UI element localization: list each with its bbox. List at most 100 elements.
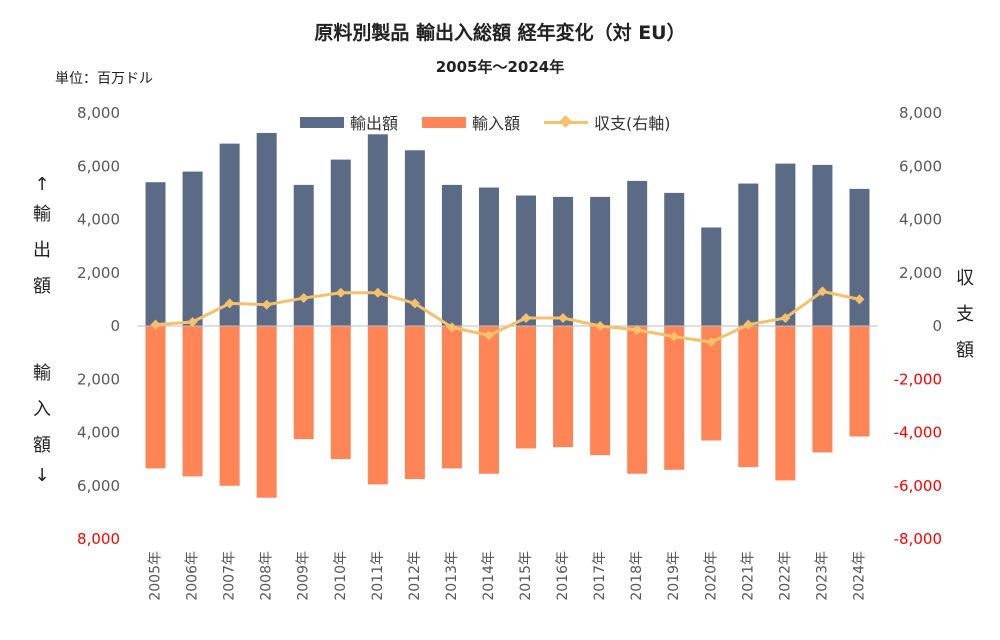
balance-point <box>854 294 865 305</box>
export-bar <box>182 171 203 326</box>
import-bar <box>182 326 203 477</box>
x-axis-tick-label: 2010年 <box>333 551 349 601</box>
balance-point <box>817 286 828 297</box>
right-axis-label-char: 額 <box>956 340 974 361</box>
export-bar <box>478 187 499 326</box>
right-axis-tick-label: 6,000 <box>899 157 942 175</box>
balance-point <box>521 313 532 324</box>
right-axis-label-char: 収 <box>956 268 974 289</box>
left-axis-label-char: 額 <box>33 276 51 297</box>
right-axis-tick-label: -2,000 <box>894 370 942 388</box>
balance-point <box>706 336 717 347</box>
balance-point <box>483 330 494 341</box>
balance-point <box>595 321 606 331</box>
import-bar <box>553 326 574 448</box>
legend-item-export: 輸出額 <box>300 110 398 134</box>
balance-point <box>558 313 569 324</box>
unit-label: 単位：百万ドル <box>55 71 153 87</box>
export-bar <box>293 184 314 326</box>
left-axis-label-import: 輸 入 額 ↓ <box>27 365 57 485</box>
x-axis-tick-label: 2014年 <box>481 551 497 601</box>
balance-point <box>335 287 346 298</box>
balance-point <box>669 331 680 342</box>
import-bar <box>330 326 351 460</box>
export-bar <box>516 195 537 326</box>
x-axis-tick-label: 2018年 <box>629 551 645 601</box>
export-bar <box>441 184 462 326</box>
legend-label-balance: 収支(右軸) <box>594 114 671 133</box>
balance-line <box>155 289 860 344</box>
export-bar <box>404 150 425 326</box>
balance-point <box>224 298 235 309</box>
import-bar <box>478 326 499 474</box>
export-bar <box>367 134 388 326</box>
legend-item-balance: 収支(右軸) <box>544 110 671 134</box>
x-axis-tick-label: 2006年 <box>185 551 201 601</box>
legend-swatch-import <box>422 116 467 128</box>
x-axis-tick-label: 2013年 <box>444 551 460 601</box>
export-bar <box>219 143 240 326</box>
balance-point <box>261 299 272 310</box>
left-axis-tick-label: 8,000 <box>77 530 120 548</box>
right-axis-tick-label: -4,000 <box>894 424 942 442</box>
x-axis-tick-label: 2011年 <box>370 551 386 601</box>
x-axis-tick-label: 2024年 <box>851 551 867 601</box>
x-axis-tick-label: 2012年 <box>407 551 423 601</box>
export-bar <box>701 227 722 326</box>
left-axis-tick-label: 0 <box>110 317 120 335</box>
import-bar <box>775 326 796 481</box>
balance-point <box>372 287 383 298</box>
import-bar <box>367 326 388 485</box>
left-axis-tick-label: 8,000 <box>77 104 120 122</box>
export-bar <box>145 182 166 326</box>
x-axis-tick-label: 2007年 <box>222 551 238 601</box>
chart-subtitle: 2005年～2024年 <box>435 58 565 76</box>
right-axis-label: 収 支 額 <box>950 270 980 360</box>
x-axis-tick-label: 2022年 <box>777 551 793 601</box>
right-axis-label-char: 支 <box>956 304 974 325</box>
import-bar <box>516 326 537 449</box>
import-bar <box>627 326 648 474</box>
x-axis-tick-label: 2008年 <box>259 551 275 601</box>
left-axis-tick-label: 2,000 <box>77 264 120 282</box>
import-bar <box>664 326 685 470</box>
balance-point <box>446 322 457 333</box>
left-axis-label-char: 入 <box>33 399 51 420</box>
export-bar <box>590 196 611 326</box>
right-axis-tick-label: 8,000 <box>899 104 942 122</box>
export-bar <box>553 196 574 326</box>
import-bar <box>256 326 277 498</box>
import-bar <box>293 326 314 440</box>
legend-label-export: 輸出額 <box>350 114 399 133</box>
import-bar <box>701 326 722 441</box>
balance-point <box>150 319 161 330</box>
x-axis-tick-label: 2009年 <box>296 551 312 601</box>
right-axis-tick-label: -8,000 <box>894 530 942 548</box>
x-axis-tick-label: 2021年 <box>740 551 756 601</box>
left-axis-label-char: 額 <box>33 435 51 456</box>
x-axis-tick-label: 2023年 <box>814 551 830 601</box>
left-axis-label-char: 輸 <box>33 363 51 384</box>
export-bar <box>627 180 648 326</box>
legend-item-import: 輸入額 <box>422 110 520 134</box>
x-axis-tick-label: 2017年 <box>592 551 608 601</box>
left-axis-tick-label: 6,000 <box>77 477 120 495</box>
import-bar <box>812 326 833 453</box>
left-axis-label-char: 出 <box>33 240 51 261</box>
right-axis-tick-label: 0 <box>932 317 942 335</box>
x-axis-tick-label: 2020年 <box>703 551 719 601</box>
left-axis-label-export: ↑ 輸 出 額 <box>27 176 57 296</box>
left-axis-tick-label: 2,000 <box>77 370 120 388</box>
export-bar <box>256 132 277 326</box>
balance-point <box>409 298 420 309</box>
export-bar <box>812 164 833 326</box>
export-bar <box>849 188 870 326</box>
x-axis-tick-label: 2016年 <box>555 551 571 601</box>
import-bar <box>441 326 462 469</box>
left-axis-label-char: ↑ <box>34 174 50 195</box>
x-axis-tick-label: 2015年 <box>518 551 534 601</box>
import-bar <box>849 326 870 437</box>
export-bar <box>738 183 759 326</box>
balance-point <box>187 317 198 328</box>
